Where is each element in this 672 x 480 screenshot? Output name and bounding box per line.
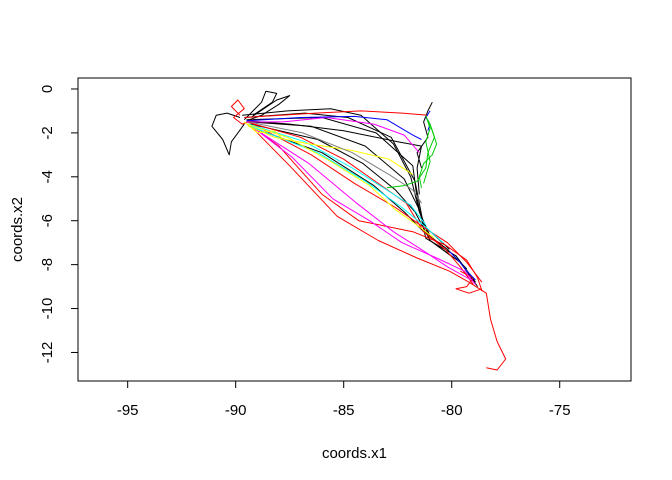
trajectory-line-23 bbox=[449, 251, 476, 281]
x-tick-label: -95 bbox=[117, 402, 139, 419]
trajectory-line-3 bbox=[250, 123, 455, 259]
trajectory-line-25 bbox=[386, 123, 435, 189]
x-tick-label: -75 bbox=[549, 402, 571, 419]
y-tick-label: -8 bbox=[39, 258, 56, 271]
y-axis: 0 -2 -4 -6 -8 -10 -12 bbox=[39, 85, 79, 364]
trajectory-line-5 bbox=[248, 125, 468, 270]
trajectory-line-18 bbox=[248, 123, 476, 285]
x-tick-label: -85 bbox=[333, 402, 355, 419]
trajectory-line-15 bbox=[252, 123, 483, 283]
trajectory-line-17 bbox=[455, 270, 483, 294]
trajectory-line-32 bbox=[248, 121, 422, 204]
trajectory-line-16 bbox=[230, 99, 254, 125]
trajectory-line-30 bbox=[248, 125, 414, 176]
trajectory-line-19 bbox=[246, 117, 420, 154]
trajectory-line-9 bbox=[246, 95, 291, 122]
trajectory-line-8 bbox=[243, 90, 278, 121]
trajectory-line-10 bbox=[416, 101, 433, 169]
y-tick-label: -6 bbox=[39, 214, 56, 227]
trajectory-line-29 bbox=[246, 123, 435, 239]
trajectory-line-31 bbox=[243, 121, 284, 140]
x-axis-title: coords.x1 bbox=[322, 445, 387, 462]
y-tick-label: 0 bbox=[39, 85, 56, 93]
y-tick-label: -2 bbox=[39, 126, 56, 139]
series-layer bbox=[211, 90, 507, 371]
trajectory-line-26 bbox=[423, 115, 431, 184]
y-tick-label: -10 bbox=[39, 298, 56, 320]
x-tick-label: -90 bbox=[225, 402, 247, 419]
trajectory-line-21 bbox=[246, 115, 422, 140]
y-axis-title: coords.x2 bbox=[9, 197, 26, 262]
trajectory-line-4 bbox=[246, 120, 422, 195]
trajectory-line-13 bbox=[244, 110, 428, 118]
x-axis: -95 -90 -85 -80 -75 bbox=[117, 380, 571, 419]
y-tick-label: -12 bbox=[39, 342, 56, 364]
trajectory-line-6 bbox=[242, 108, 431, 237]
y-tick-label: -4 bbox=[39, 170, 56, 183]
trajectory-line-20 bbox=[250, 125, 472, 281]
trajectory-line-1 bbox=[248, 121, 479, 287]
trajectory-line-27 bbox=[248, 123, 427, 226]
trajectory-line-12 bbox=[250, 125, 507, 371]
trajectory-line-7 bbox=[211, 112, 245, 156]
x-tick-label: -80 bbox=[441, 402, 463, 419]
